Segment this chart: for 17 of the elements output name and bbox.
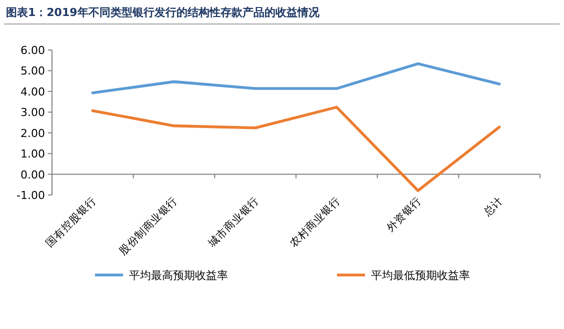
x-tick-label: 总计 <box>480 194 506 220</box>
x-tick-label: 外资银行 <box>384 194 424 234</box>
legend-label: 平均最高预期收益率 <box>129 269 228 282</box>
y-tick-label: -1.00 <box>16 189 45 202</box>
y-tick-label: 3.00 <box>20 106 45 120</box>
x-tick-label: 城市商业银行 <box>204 194 262 250</box>
x-tick-label: 国有控股银行 <box>44 194 99 250</box>
y-tick-label: 5.00 <box>20 64 45 78</box>
legend-label: 平均最低预期收益率 <box>371 269 470 282</box>
x-tick-label: 农村商业银行 <box>286 194 343 250</box>
y-tick-label: 2.00 <box>20 126 45 140</box>
y-tick-label: 1.00 <box>20 148 45 161</box>
chart-title: 图表1：2019年不同类型银行发行的结构性存款产品的收益情况 <box>6 6 320 19</box>
y-tick-label: 6.00 <box>20 44 45 57</box>
y-tick-label: 0.00 <box>20 168 45 182</box>
x-tick-label: 股份制商业银行 <box>116 194 180 258</box>
y-tick-label: 4.00 <box>20 85 45 98</box>
